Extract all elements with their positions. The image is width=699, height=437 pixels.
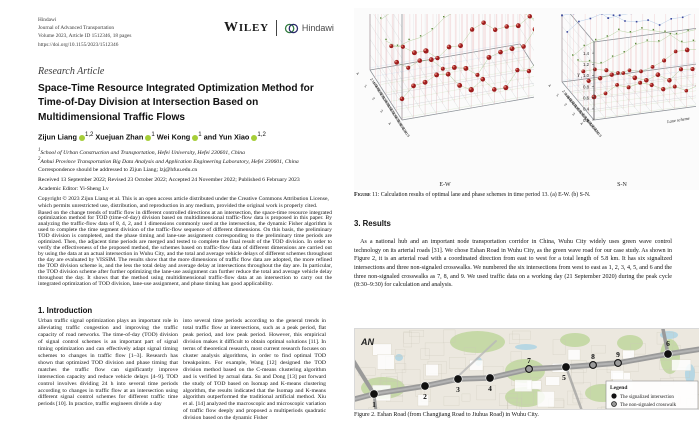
svg-text:0.2: 0.2 <box>583 118 589 123</box>
svg-text:3: 3 <box>571 112 575 116</box>
svg-text:2: 2 <box>371 97 375 101</box>
svg-text:7: 7 <box>527 356 531 365</box>
svg-text:6: 6 <box>666 339 670 348</box>
svg-text:3: 3 <box>379 109 383 113</box>
svg-text:2: 2 <box>423 392 427 401</box>
svg-text:8: 8 <box>591 352 595 361</box>
svg-text:The signalized intersection: The signalized intersection <box>620 395 674 400</box>
svg-text:1.0: 1.0 <box>583 73 589 78</box>
svg-text:2: 2 <box>563 103 567 107</box>
svg-text:The non-signaled crosswalk: The non-signaled crosswalk <box>620 403 677 408</box>
svg-text:0.8: 0.8 <box>583 84 589 89</box>
svg-text:3: 3 <box>456 385 460 394</box>
svg-text:4: 4 <box>387 122 391 126</box>
svg-text:1: 1 <box>372 400 376 409</box>
svg-text:0.6: 0.6 <box>583 96 589 101</box>
svg-text:i: i <box>581 76 582 80</box>
svg-text:1.4: 1.4 <box>583 51 589 56</box>
svg-text:4: 4 <box>488 384 492 393</box>
svg-text:Lane scheme: Lane scheme <box>666 116 690 125</box>
svg-text:4: 4 <box>548 84 551 88</box>
svg-text:5: 5 <box>562 373 566 382</box>
svg-text:AN: AN <box>360 337 374 347</box>
svg-text:1.2: 1.2 <box>583 62 589 67</box>
svg-text:4: 4 <box>356 72 359 76</box>
svg-text:9: 9 <box>616 350 620 359</box>
svg-text:1: 1 <box>555 93 559 97</box>
svg-text:Legend: Legend <box>610 385 627 391</box>
svg-text:0.4: 0.4 <box>583 107 589 112</box>
svg-text:1: 1 <box>363 84 367 88</box>
